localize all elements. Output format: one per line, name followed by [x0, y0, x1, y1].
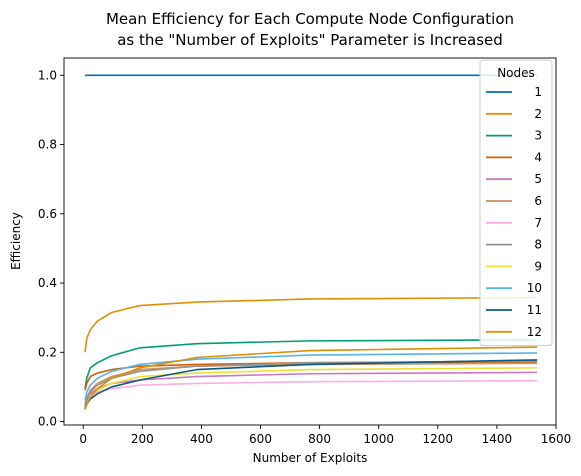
legend-label-10: 10 [527, 281, 542, 295]
legend-label-8: 8 [534, 238, 542, 252]
y-tick-label: 0.4 [38, 276, 57, 290]
legend-label-1: 1 [534, 85, 542, 99]
x-tick-label: 1400 [482, 432, 513, 446]
x-tick-label: 400 [190, 432, 213, 446]
series-line-7 [84, 379, 538, 410]
chart-title-line-2: as the "Number of Exploits" Parameter is… [117, 31, 503, 49]
legend-title: Nodes [497, 66, 535, 80]
series-line-6 [84, 362, 538, 405]
legend-label-5: 5 [534, 172, 542, 186]
y-axis-label: Efficiency [9, 212, 23, 270]
legend-label-6: 6 [534, 194, 542, 208]
legend-label-12: 12 [527, 325, 542, 339]
legend-label-11: 11 [527, 303, 542, 317]
x-tick-label: 1600 [541, 432, 572, 446]
y-tick-label: 0.0 [38, 415, 57, 429]
legend-label-3: 3 [534, 129, 542, 143]
series-line-2 [84, 296, 538, 353]
y-tick-label: 0.6 [38, 207, 57, 221]
legend-label-9: 9 [534, 259, 542, 273]
legend-label-4: 4 [534, 150, 542, 164]
x-tick-label: 1200 [423, 432, 454, 446]
y-tick-label: 0.8 [38, 138, 57, 152]
y-tick-label: 1.0 [38, 68, 57, 82]
legend-box [479, 59, 553, 347]
series-line-3 [84, 339, 538, 389]
x-tick-label: 0 [79, 432, 87, 446]
x-tick-label: 800 [308, 432, 331, 446]
legend-label-7: 7 [534, 216, 542, 230]
series-line-10 [84, 352, 538, 401]
y-tick-label: 0.2 [38, 345, 57, 359]
x-tick-label: 200 [131, 432, 154, 446]
legend-label-2: 2 [534, 107, 542, 121]
x-tick-label: 1000 [363, 432, 394, 446]
chart-title-line-1: Mean Efficiency for Each Compute Node Co… [106, 10, 514, 28]
plot-area: 0 200 400 600 800 1000 1200 1400 1600 0.0 0.2 0.4 0.… [38, 57, 572, 446]
x-tick-label: 600 [249, 432, 272, 446]
axes-frame [63, 57, 557, 426]
series-line-12 [84, 346, 538, 410]
x-axis-label: Number of Exploits [253, 451, 368, 465]
